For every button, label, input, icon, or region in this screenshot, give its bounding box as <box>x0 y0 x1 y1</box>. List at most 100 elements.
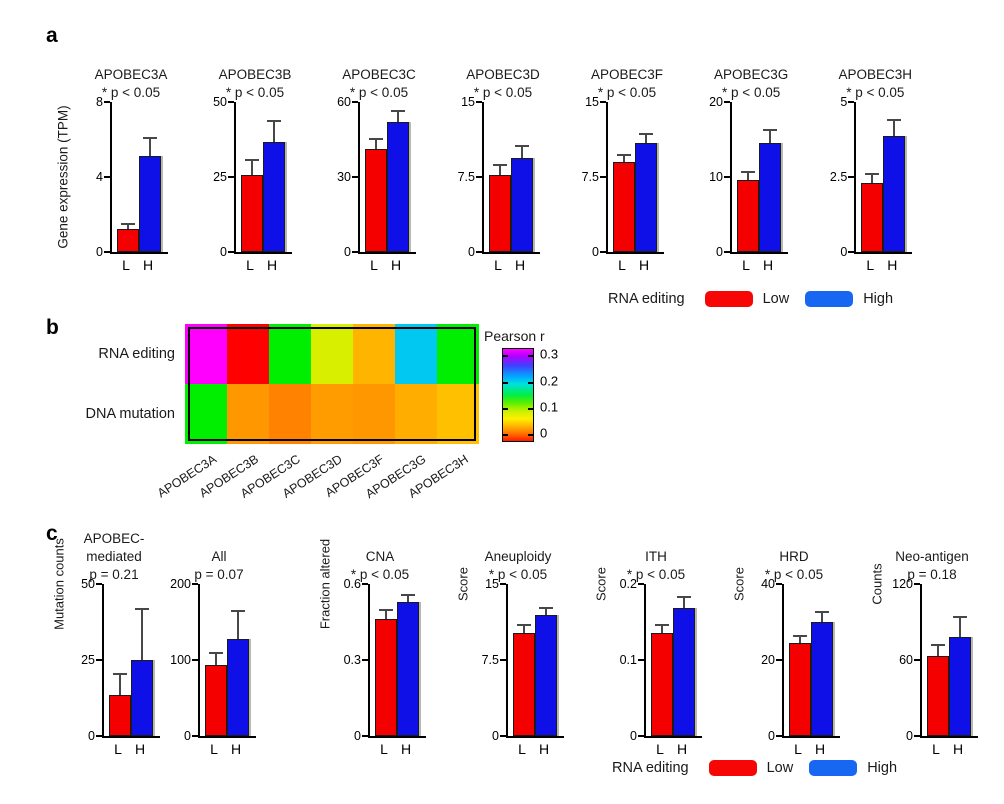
tick-label: 0.3 <box>343 653 361 667</box>
error-bar-stem <box>747 173 749 180</box>
colorbar-tick-0.2: 0.2 <box>540 373 559 389</box>
plot-area <box>476 101 540 254</box>
error-bar-H <box>391 110 405 122</box>
chart-title-line: CNA <box>365 549 395 564</box>
error-bar-L <box>379 609 393 619</box>
y-axis-ticks: 120 60 0 <box>886 577 920 743</box>
chart-title-line: mediated <box>86 549 142 564</box>
chart-title: All p = 0.07 <box>182 526 256 584</box>
bar-chart-c6: HRD * p < 0.05 Score 40 20 0 L H <box>730 526 840 760</box>
x-label-L: L <box>932 741 940 757</box>
error-bar-stem <box>499 166 501 175</box>
y-axis-label-text: Mutation counts <box>51 538 67 630</box>
bar-chart-c4: Aneuploidy * p < 0.05 Score 15 7.5 0 L H <box>454 526 564 760</box>
y-axis-ticks: 0.6 0.3 0 <box>334 577 368 743</box>
bar-high <box>397 602 419 736</box>
tick-label: 15 <box>461 95 475 109</box>
legend-high-swatch <box>809 760 858 776</box>
plot-area <box>362 583 426 738</box>
bar-high <box>759 143 781 252</box>
heatmap-cell-r1-c3 <box>311 384 353 444</box>
error-bar-stem <box>521 147 523 158</box>
tick-mark <box>362 735 368 737</box>
tick-mark <box>500 583 506 585</box>
legend-low-label: Low <box>766 760 794 776</box>
y-axis-ticks: 15 7.5 0 <box>448 95 482 259</box>
x-label-L: L <box>742 257 750 273</box>
tick-label: 0 <box>630 729 637 743</box>
x-label-L: L <box>380 741 388 757</box>
error-bar-stem <box>215 654 217 665</box>
tick-mark <box>600 176 606 178</box>
tick-mark <box>352 176 358 178</box>
x-label-L: L <box>210 741 218 757</box>
tick-label: 30 <box>337 170 351 184</box>
x-label-L: L <box>518 741 526 757</box>
colorbar-tick-mark <box>503 434 508 436</box>
chart-title-line: p = 0.21 <box>89 567 139 582</box>
colorbar-tick-0: 0 <box>540 425 548 441</box>
tick-mark <box>228 101 234 103</box>
tick-label: 7.5 <box>581 170 599 184</box>
bar-low <box>613 162 635 252</box>
tick-mark <box>96 735 102 737</box>
chart-title-line: * p < 0.05 <box>225 85 285 100</box>
error-bar-stem <box>407 596 409 602</box>
legend-high-label: High <box>867 760 898 776</box>
error-bar-stem <box>623 156 625 162</box>
tick-mark <box>638 583 644 585</box>
heatmap-cell-r0-c3 <box>311 324 353 384</box>
tick-mark <box>228 176 234 178</box>
error-bar-H <box>887 119 902 136</box>
error-bar-stem <box>937 646 939 656</box>
error-bar-H <box>267 120 281 142</box>
bar-chart-c1: APOBEC-mediated p = 0.21 Mutation counts 50… <box>50 526 160 760</box>
chart-title: APOBEC3H * p < 0.05 <box>838 60 913 102</box>
error-bar-stem <box>375 140 377 149</box>
rna-editing-legend-bottom: RNA editing Low High <box>612 760 913 776</box>
tick-label: 0 <box>768 729 775 743</box>
plot-area <box>600 101 664 254</box>
error-bar-L <box>113 673 127 695</box>
tick-label: 2.5 <box>829 170 848 184</box>
error-bar-L <box>369 138 383 149</box>
x-label-H: H <box>538 741 550 757</box>
error-bar-H <box>677 596 691 608</box>
bar-high <box>949 637 971 736</box>
tick-label: 0 <box>840 245 848 259</box>
legend-high-label: High <box>863 291 894 307</box>
tick-label: 5 <box>840 95 848 109</box>
tick-label: 0.6 <box>343 577 361 591</box>
tick-label: 20 <box>761 653 775 667</box>
tick-mark <box>228 251 234 253</box>
error-bar-stem <box>799 637 801 643</box>
x-label-H: H <box>676 741 688 757</box>
error-bar-stem <box>769 131 771 143</box>
colorbar-tick-0.1: 0.1 <box>540 399 559 415</box>
bar-chart-a5: APOBEC3F * p < 0.05 15 7.5 0 L H <box>572 60 664 276</box>
panel-c-label: c <box>46 522 58 545</box>
error-bar-H <box>401 594 415 602</box>
tick-label: 200 <box>170 577 191 591</box>
x-label-L: L <box>114 741 122 757</box>
tick-label: 0 <box>184 729 191 743</box>
tick-label: 0 <box>592 245 599 259</box>
chart-title: APOBEC3F * p < 0.05 <box>590 60 664 102</box>
heatmap-row-label-rna-editing: RNA editing <box>98 346 175 362</box>
x-label-L: L <box>618 257 626 273</box>
tick-mark <box>776 583 782 585</box>
tick-mark <box>192 583 198 585</box>
y-axis-ticks: 40 20 0 <box>748 577 782 743</box>
bar-chart-a1: APOBEC3A * p < 0.05 8 4 0 L H <box>76 60 168 276</box>
panel-a-y-axis-label: Gene expression (TPM) <box>50 102 76 252</box>
error-bar-H <box>815 611 829 622</box>
colorbar-gradient <box>502 348 534 442</box>
tick-label: 0 <box>344 245 351 259</box>
panel-a-y-axis-label-text: Gene expression (TPM) <box>55 105 71 249</box>
